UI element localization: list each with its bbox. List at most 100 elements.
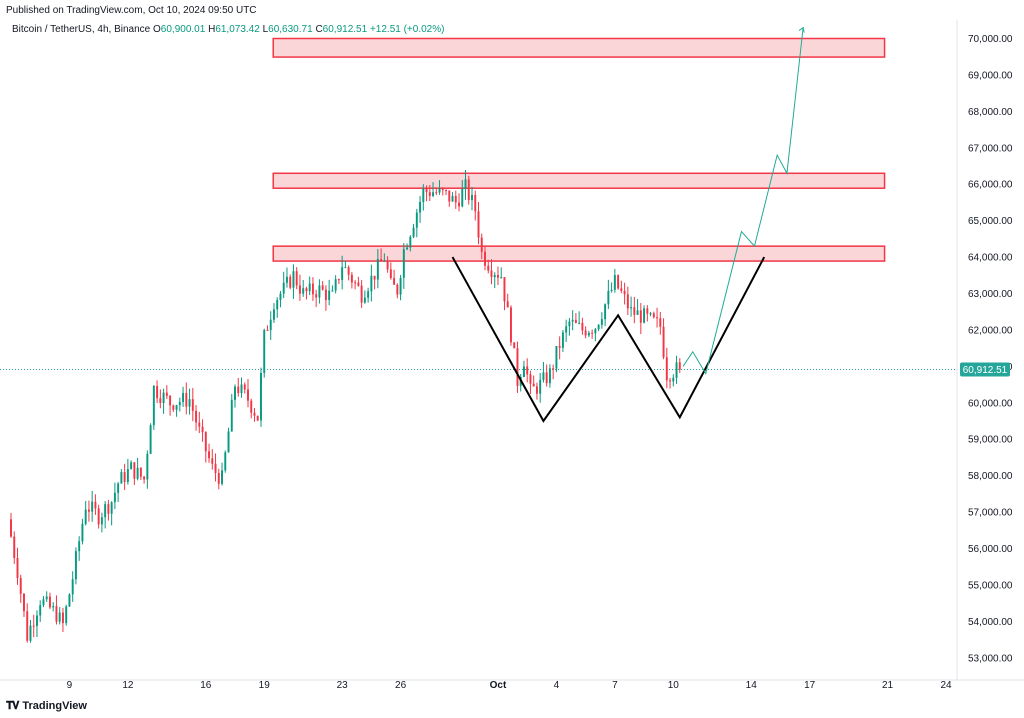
candle-body	[370, 275, 373, 292]
x-tick-label: 16	[200, 680, 212, 691]
candle-body	[279, 293, 282, 300]
candle-body	[432, 192, 435, 196]
candle-body	[247, 389, 249, 401]
candle-body	[292, 271, 295, 288]
candle-body	[665, 357, 668, 381]
candle-body	[260, 372, 262, 421]
y-tick-label: 67,000.00	[968, 143, 1013, 154]
x-tick-label: 26	[395, 680, 407, 691]
candle-body	[237, 386, 240, 394]
y-tick-label: 69,000.00	[968, 70, 1013, 81]
candle-body	[143, 476, 146, 480]
candle-body	[13, 536, 16, 559]
candle-body	[578, 322, 581, 324]
candle-body	[45, 596, 48, 600]
candle-body	[26, 611, 29, 641]
x-tick-label: 14	[746, 680, 758, 691]
high-label: H	[208, 24, 216, 35]
candle-body	[591, 332, 594, 334]
candle-body	[438, 188, 441, 193]
candle-body	[156, 385, 159, 399]
candle-body	[175, 405, 178, 410]
candle-body	[490, 270, 493, 278]
change-value: +12.51 (+0.02%)	[369, 24, 445, 35]
candle-body	[321, 285, 324, 290]
candle-body	[315, 294, 318, 298]
candle-body	[389, 269, 392, 279]
candle-body	[162, 392, 165, 403]
brand-label: TradingView	[22, 700, 87, 712]
last-price-badge	[960, 362, 1010, 377]
candle-body	[123, 472, 126, 482]
candle-body	[480, 237, 483, 252]
candle-body	[558, 346, 561, 348]
candle-body	[464, 179, 467, 190]
candle-body	[484, 251, 486, 266]
candle-body	[289, 276, 292, 288]
candle-body	[477, 211, 480, 238]
candle-body	[191, 399, 194, 411]
candle-body	[415, 212, 418, 228]
candle-body	[344, 267, 347, 269]
candle-body	[298, 285, 301, 294]
candle-body	[52, 606, 55, 608]
y-tick-label: 57,000.00	[968, 508, 1013, 519]
candle-body	[623, 291, 626, 295]
high-value: 61,073.42	[215, 24, 260, 35]
candle-body	[571, 319, 574, 322]
candle-body	[29, 625, 32, 641]
candle-body	[506, 301, 509, 308]
candle-body	[597, 324, 600, 330]
published-header: Published on TradingView.com, Oct 10, 20…	[6, 5, 257, 16]
candle-body	[363, 297, 366, 303]
candle-body	[350, 274, 353, 283]
candle-body	[97, 508, 100, 525]
y-tick-label: 60,000.00	[968, 398, 1013, 409]
candle-body	[669, 380, 672, 382]
candle-body	[19, 578, 22, 594]
candle-body	[42, 599, 45, 606]
candle-body	[643, 308, 646, 323]
x-tick-label: 10	[668, 680, 680, 691]
candle-body	[149, 425, 152, 454]
candle-body	[354, 282, 357, 284]
candle-body	[272, 309, 275, 320]
candle-body	[448, 190, 451, 202]
candle-body	[587, 332, 590, 336]
candle-body	[386, 260, 389, 270]
candle-body	[65, 606, 68, 624]
candle-body	[94, 501, 97, 509]
candle-body	[198, 422, 201, 427]
candle-body	[133, 462, 136, 479]
candle-body	[428, 192, 431, 196]
y-tick-label: 66,000.00	[968, 180, 1013, 191]
candle-body	[195, 410, 198, 423]
low-value: 60,630.71	[268, 24, 313, 35]
footer-brand: 𝐓𝐕 TradingView	[6, 699, 87, 713]
candle-body	[172, 405, 175, 410]
candle-body	[308, 283, 311, 292]
candle-body	[250, 400, 253, 413]
candle-body	[126, 469, 129, 482]
candle-body	[594, 329, 597, 334]
candle-body	[165, 392, 168, 396]
x-tick-label: 23	[337, 680, 349, 691]
candle-body	[10, 519, 12, 537]
candle-body	[136, 467, 139, 479]
candle-body	[285, 276, 288, 283]
candle-body	[263, 329, 266, 373]
candle-body	[467, 179, 470, 201]
candle-body	[130, 462, 133, 470]
candle-body	[561, 332, 564, 348]
candle-body	[178, 402, 181, 406]
candle-body	[487, 265, 490, 271]
y-tick-label: 64,000.00	[968, 253, 1013, 264]
candle-body	[185, 392, 188, 407]
candle-body	[120, 472, 123, 484]
candle-body	[68, 594, 71, 607]
x-tick-label: 12	[122, 680, 134, 691]
candle-body	[253, 412, 256, 416]
candle-body	[311, 283, 314, 295]
y-tick-label: 63,000.00	[968, 289, 1013, 300]
